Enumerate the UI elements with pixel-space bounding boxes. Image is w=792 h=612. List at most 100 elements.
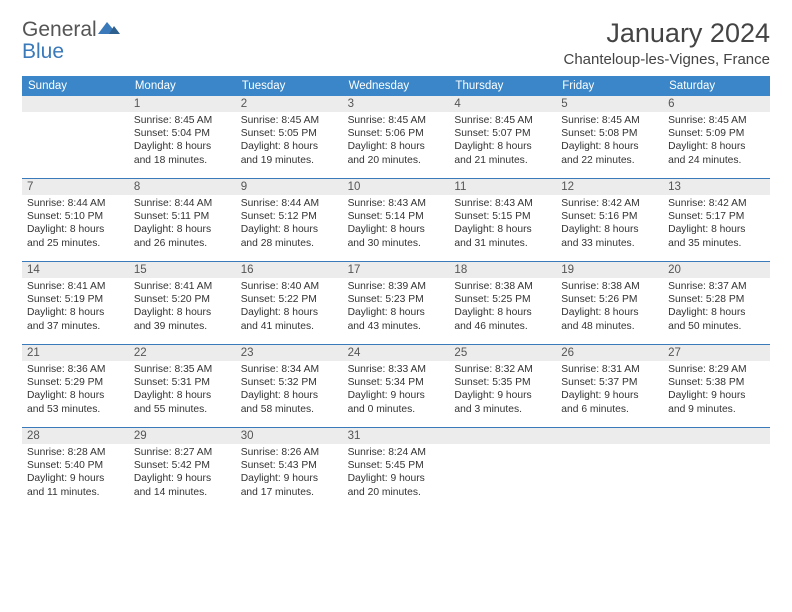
sunset-text: Sunset: 5:19 PM [27, 293, 124, 306]
day-cell: 20Sunrise: 8:37 AMSunset: 5:28 PMDayligh… [663, 262, 770, 344]
day-number: 12 [556, 179, 663, 195]
day-cell: 27Sunrise: 8:29 AMSunset: 5:38 PMDayligh… [663, 345, 770, 427]
sunrise-text: Sunrise: 8:28 AM [27, 446, 124, 459]
logo-word2: Blue [22, 40, 64, 63]
day-number: 1 [129, 96, 236, 112]
day-info: Sunrise: 8:43 AMSunset: 5:15 PMDaylight:… [449, 195, 556, 254]
day-number [663, 428, 770, 444]
day-header-cell: Tuesday [236, 76, 343, 96]
daylight-text: Daylight: 8 hours and 48 minutes. [561, 306, 658, 332]
daylight-text: Daylight: 8 hours and 46 minutes. [454, 306, 551, 332]
sunrise-text: Sunrise: 8:33 AM [348, 363, 445, 376]
day-info: Sunrise: 8:31 AMSunset: 5:37 PMDaylight:… [556, 361, 663, 420]
logo-word1: General [22, 18, 97, 41]
day-info: Sunrise: 8:36 AMSunset: 5:29 PMDaylight:… [22, 361, 129, 420]
sunset-text: Sunset: 5:17 PM [668, 210, 765, 223]
day-number: 5 [556, 96, 663, 112]
day-cell: 7Sunrise: 8:44 AMSunset: 5:10 PMDaylight… [22, 179, 129, 261]
sunrise-text: Sunrise: 8:38 AM [561, 280, 658, 293]
daylight-text: Daylight: 8 hours and 37 minutes. [27, 306, 124, 332]
day-cell [663, 428, 770, 510]
sunrise-text: Sunrise: 8:44 AM [134, 197, 231, 210]
sunset-text: Sunset: 5:09 PM [668, 127, 765, 140]
sunset-text: Sunset: 5:05 PM [241, 127, 338, 140]
day-number: 27 [663, 345, 770, 361]
day-number: 30 [236, 428, 343, 444]
sunrise-text: Sunrise: 8:43 AM [454, 197, 551, 210]
sunset-text: Sunset: 5:35 PM [454, 376, 551, 389]
day-info: Sunrise: 8:44 AMSunset: 5:11 PMDaylight:… [129, 195, 236, 254]
sunrise-text: Sunrise: 8:45 AM [454, 114, 551, 127]
day-info: Sunrise: 8:35 AMSunset: 5:31 PMDaylight:… [129, 361, 236, 420]
logo-flag-icon [97, 18, 121, 36]
day-number: 8 [129, 179, 236, 195]
day-cell [22, 96, 129, 178]
day-cell [449, 428, 556, 510]
sunrise-text: Sunrise: 8:40 AM [241, 280, 338, 293]
logo: General Blue [22, 18, 121, 63]
day-info: Sunrise: 8:28 AMSunset: 5:40 PMDaylight:… [22, 444, 129, 503]
sunset-text: Sunset: 5:07 PM [454, 127, 551, 140]
sunset-text: Sunset: 5:34 PM [348, 376, 445, 389]
day-cell: 9Sunrise: 8:44 AMSunset: 5:12 PMDaylight… [236, 179, 343, 261]
day-cell: 25Sunrise: 8:32 AMSunset: 5:35 PMDayligh… [449, 345, 556, 427]
daylight-text: Daylight: 9 hours and 11 minutes. [27, 472, 124, 498]
day-info: Sunrise: 8:34 AMSunset: 5:32 PMDaylight:… [236, 361, 343, 420]
sunset-text: Sunset: 5:20 PM [134, 293, 231, 306]
day-cell: 1Sunrise: 8:45 AMSunset: 5:04 PMDaylight… [129, 96, 236, 178]
daylight-text: Daylight: 8 hours and 43 minutes. [348, 306, 445, 332]
sunset-text: Sunset: 5:42 PM [134, 459, 231, 472]
day-info: Sunrise: 8:45 AMSunset: 5:08 PMDaylight:… [556, 112, 663, 171]
day-number: 7 [22, 179, 129, 195]
sunset-text: Sunset: 5:12 PM [241, 210, 338, 223]
day-number: 9 [236, 179, 343, 195]
week-row: 21Sunrise: 8:36 AMSunset: 5:29 PMDayligh… [22, 345, 770, 428]
daylight-text: Daylight: 9 hours and 20 minutes. [348, 472, 445, 498]
daylight-text: Daylight: 8 hours and 21 minutes. [454, 140, 551, 166]
day-info: Sunrise: 8:45 AMSunset: 5:05 PMDaylight:… [236, 112, 343, 171]
daylight-text: Daylight: 8 hours and 24 minutes. [668, 140, 765, 166]
day-cell: 12Sunrise: 8:42 AMSunset: 5:16 PMDayligh… [556, 179, 663, 261]
day-number: 26 [556, 345, 663, 361]
sunrise-text: Sunrise: 8:24 AM [348, 446, 445, 459]
daylight-text: Daylight: 8 hours and 31 minutes. [454, 223, 551, 249]
daylight-text: Daylight: 8 hours and 22 minutes. [561, 140, 658, 166]
day-number [449, 428, 556, 444]
daylight-text: Daylight: 8 hours and 28 minutes. [241, 223, 338, 249]
day-cell: 16Sunrise: 8:40 AMSunset: 5:22 PMDayligh… [236, 262, 343, 344]
day-cell: 31Sunrise: 8:24 AMSunset: 5:45 PMDayligh… [343, 428, 450, 510]
sunset-text: Sunset: 5:06 PM [348, 127, 445, 140]
day-cell: 18Sunrise: 8:38 AMSunset: 5:25 PMDayligh… [449, 262, 556, 344]
daylight-text: Daylight: 8 hours and 20 minutes. [348, 140, 445, 166]
sunset-text: Sunset: 5:26 PM [561, 293, 658, 306]
sunrise-text: Sunrise: 8:45 AM [348, 114, 445, 127]
day-cell: 26Sunrise: 8:31 AMSunset: 5:37 PMDayligh… [556, 345, 663, 427]
day-number: 14 [22, 262, 129, 278]
daylight-text: Daylight: 9 hours and 0 minutes. [348, 389, 445, 415]
sunrise-text: Sunrise: 8:37 AM [668, 280, 765, 293]
daylight-text: Daylight: 8 hours and 58 minutes. [241, 389, 338, 415]
day-cell: 15Sunrise: 8:41 AMSunset: 5:20 PMDayligh… [129, 262, 236, 344]
sunset-text: Sunset: 5:29 PM [27, 376, 124, 389]
sunset-text: Sunset: 5:16 PM [561, 210, 658, 223]
day-cell: 5Sunrise: 8:45 AMSunset: 5:08 PMDaylight… [556, 96, 663, 178]
sunrise-text: Sunrise: 8:43 AM [348, 197, 445, 210]
day-header-cell: Thursday [449, 76, 556, 96]
sunrise-text: Sunrise: 8:29 AM [668, 363, 765, 376]
daylight-text: Daylight: 8 hours and 35 minutes. [668, 223, 765, 249]
day-number: 16 [236, 262, 343, 278]
sunrise-text: Sunrise: 8:31 AM [561, 363, 658, 376]
sunrise-text: Sunrise: 8:45 AM [668, 114, 765, 127]
sunset-text: Sunset: 5:28 PM [668, 293, 765, 306]
day-info: Sunrise: 8:29 AMSunset: 5:38 PMDaylight:… [663, 361, 770, 420]
sunset-text: Sunset: 5:38 PM [668, 376, 765, 389]
sunrise-text: Sunrise: 8:42 AM [561, 197, 658, 210]
daylight-text: Daylight: 8 hours and 19 minutes. [241, 140, 338, 166]
daylight-text: Daylight: 8 hours and 39 minutes. [134, 306, 231, 332]
week-row: 7Sunrise: 8:44 AMSunset: 5:10 PMDaylight… [22, 179, 770, 262]
week-row: 14Sunrise: 8:41 AMSunset: 5:19 PMDayligh… [22, 262, 770, 345]
day-info: Sunrise: 8:42 AMSunset: 5:16 PMDaylight:… [556, 195, 663, 254]
day-header-cell: Wednesday [343, 76, 450, 96]
month-title: January 2024 [563, 18, 770, 49]
day-header-cell: Monday [129, 76, 236, 96]
